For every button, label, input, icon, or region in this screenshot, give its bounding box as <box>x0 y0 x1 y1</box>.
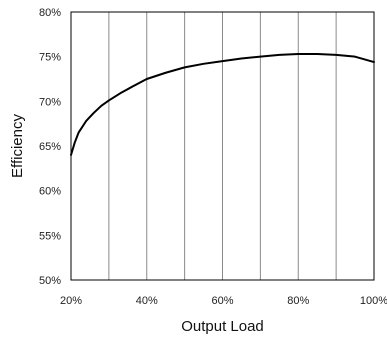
y-tick-label: 65% <box>39 141 61 153</box>
y-tick-label: 80% <box>39 7 61 19</box>
y-tick-label: 70% <box>39 96 61 108</box>
x-tick-label: 80% <box>287 295 309 307</box>
x-tick-label: 60% <box>211 295 233 307</box>
x-tick-labels: 20% 40% 60% 80% 100% <box>60 295 387 307</box>
vertical-gridlines <box>108 12 337 280</box>
x-tick-label: 20% <box>60 295 82 307</box>
y-tick-labels: 50% 55% 60% 65% 70% 75% 80% <box>39 7 61 287</box>
x-axis-title: Output Load <box>181 318 264 335</box>
y-tick-label: 55% <box>39 230 61 242</box>
efficiency-curve <box>70 52 375 156</box>
series-layer <box>70 52 375 156</box>
x-tick-label: 40% <box>136 295 158 307</box>
y-tick-label: 50% <box>39 275 61 287</box>
y-axis-title: Efficiency <box>9 114 26 178</box>
x-tick-label: 100% <box>360 295 387 307</box>
y-tick-label: 75% <box>39 52 61 64</box>
plot-frame <box>70 11 375 281</box>
y-tick-label: 60% <box>39 186 61 198</box>
